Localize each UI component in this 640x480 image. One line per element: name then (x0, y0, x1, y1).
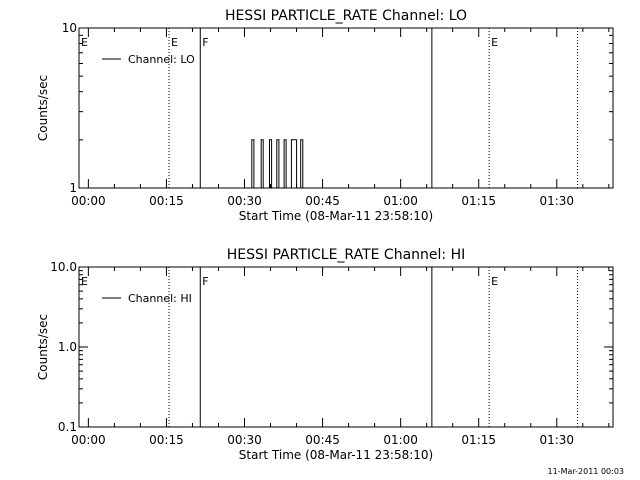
lo-x-axis-label: Start Time (08-Mar-11 23:58:10) (239, 209, 433, 223)
lo-legend-label: Channel: LO (128, 53, 195, 66)
lo-x-tick-label: 00:15 (149, 194, 184, 208)
lo-y-tick-label: 10 (62, 21, 77, 35)
hi-x-tick-label: 01:30 (539, 433, 574, 447)
hi-channel-panel: HESSI PARTICLE_RATE Channel: HI 00:00 00:1… (36, 247, 614, 462)
lo-x-tick-label: 00:00 (71, 194, 106, 208)
lo-x-tick-label: 01:30 (539, 194, 574, 208)
hi-y-axis-label: Counts/sec (36, 314, 50, 380)
lo-event-marker-label: F (202, 36, 208, 49)
hi-event-marker-label: E (491, 275, 498, 288)
lo-plot-frame (78, 27, 614, 189)
hi-chart-title: HESSI PARTICLE_RATE Channel: HI (227, 247, 465, 263)
lo-x-tick-label: 01:00 (383, 194, 418, 208)
hi-x-tick-label: 00:45 (305, 433, 340, 447)
lo-y-axis-label: Counts/sec (36, 75, 50, 141)
lo-channel-panel: HESSI PARTICLE_RATE Channel: LO 00:00 00:1… (36, 8, 614, 223)
hi-x-tick-label: 00:15 (149, 433, 184, 447)
lo-x-tick-label: 00:45 (305, 194, 340, 208)
lo-event-marker-label: E (171, 36, 178, 49)
hi-x-axis-label: Start Time (08-Mar-11 23:58:10) (239, 448, 433, 462)
lo-edge-marker-label: E (81, 36, 88, 49)
hi-legend-label: Channel: HI (128, 292, 192, 305)
lo-event-marker-label: E (491, 36, 498, 49)
hi-x-tick-label: 01:15 (461, 433, 496, 447)
hi-edge-marker-label: E (81, 275, 88, 288)
hi-y-tick-label: 10.0 (50, 260, 77, 274)
footer-timestamp: 11-Mar-2011 00:03 (548, 467, 625, 476)
hi-plot-frame (78, 266, 614, 428)
hi-x-tick-label: 00:30 (227, 433, 262, 447)
hi-y-tick-label: 0.1 (58, 420, 77, 434)
lo-chart-title: HESSI PARTICLE_RATE Channel: LO (225, 8, 467, 24)
hi-x-tick-label: 00:00 (71, 433, 106, 447)
lo-series-line (234, 139, 307, 189)
lo-y-tick-label: 1 (69, 181, 77, 195)
lo-x-tick-label: 00:30 (227, 194, 262, 208)
lo-x-tick-label: 01:15 (461, 194, 496, 208)
hi-event-marker-label: F (202, 275, 208, 288)
hi-x-tick-label: 01:00 (383, 433, 418, 447)
hi-y-tick-label: 1.0 (58, 340, 77, 354)
